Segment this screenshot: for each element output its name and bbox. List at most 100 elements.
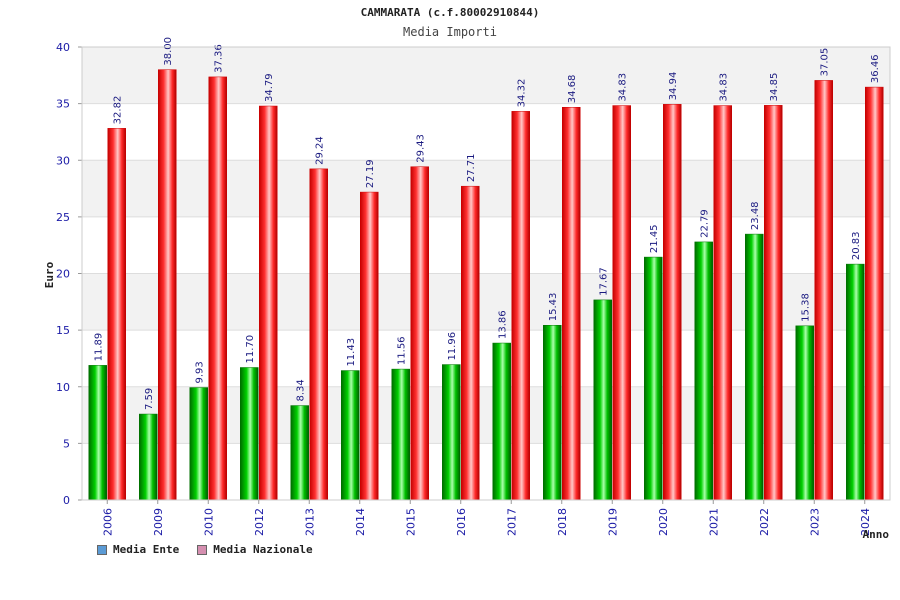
bar-media-nazionale [713,105,732,501]
bar-media-nazionale [309,168,328,501]
x-tick-label: 2024 [859,508,872,536]
bar-media-ente [745,233,764,501]
data-label-media-nazionale: 34.79 [264,73,275,102]
x-tick-label: 2021 [707,508,720,536]
chart-subtitle: Media Importi [403,25,497,39]
data-label-media-ente: 7.59 [144,388,155,410]
x-tick-label: 2010 [202,508,215,536]
data-label-media-ente: 15.43 [548,293,559,322]
bar-media-ente [88,365,107,501]
data-label-media-ente: 23.48 [750,201,761,230]
data-label-media-nazionale: 36.46 [870,54,881,83]
bar-media-nazionale [663,104,682,501]
data-label-media-nazionale: 38.00 [163,37,174,66]
data-label-media-ente: 13.86 [498,310,509,339]
y-tick-label: 15 [56,324,70,337]
y-tick-label: 40 [56,41,70,54]
bar-media-ente [644,256,663,501]
bar-media-ente [290,405,309,501]
bar-media-ente [341,370,360,501]
data-label-media-ente: 11.89 [94,333,105,362]
bar-media-ente [240,367,259,501]
bar-media-nazionale [410,166,429,501]
data-label-media-ente: 8.34 [296,379,307,401]
x-tick-label: 2012 [253,508,266,536]
data-label-media-nazionale: 34.85 [769,73,780,102]
data-label-media-ente: 20.83 [851,231,862,260]
data-label-media-ente: 17.67 [599,267,610,296]
bar-media-ente [543,325,562,501]
y-tick-label: 5 [63,437,70,450]
legend: Media Ente Media Nazionale [97,543,313,556]
data-label-media-ente: 11.70 [245,335,256,364]
data-label-media-nazionale: 34.68 [567,75,578,104]
bar-media-ente [139,413,158,501]
data-label-media-ente: 22.79 [700,209,711,238]
x-tick-label: 2015 [404,508,417,536]
bar-media-ente [846,263,865,501]
x-tick-label: 2018 [556,508,569,536]
bar-media-nazionale [865,86,884,501]
bar-media-nazionale [814,80,833,501]
y-tick-label: 25 [56,211,70,224]
data-label-media-ente: 11.56 [397,336,408,365]
bar-media-nazionale [764,105,783,501]
x-tick-label: 2013 [303,508,316,536]
y-tick-label: 35 [56,98,70,111]
data-label-media-ente: 9.93 [195,361,206,383]
data-label-media-nazionale: 34.83 [618,73,629,102]
bar-media-nazionale [562,106,581,501]
data-label-media-nazionale: 27.71 [466,154,477,183]
data-label-media-nazionale: 34.32 [517,79,528,108]
bar-media-ente [795,325,814,501]
bar-media-nazionale [107,128,126,501]
data-label-media-ente: 11.43 [346,338,357,367]
data-label-media-nazionale: 29.24 [315,136,326,165]
data-label-media-nazionale: 37.36 [214,44,225,73]
x-tick-label: 2017 [505,508,518,536]
data-label-media-nazionale: 34.94 [668,72,679,101]
plot-border [81,46,891,501]
bar-media-ente [391,368,410,501]
y-tick-label: 10 [56,381,70,394]
x-tick-label: 2023 [808,508,821,536]
bar-media-nazionale [259,105,278,501]
bar-media-nazionale [461,185,480,501]
bar-media-ente [593,299,612,501]
bar-media-nazionale [208,76,227,501]
y-tick-label: 20 [56,268,70,281]
x-tick-label: 2006 [101,508,114,536]
data-label-media-nazionale: 29.43 [416,134,427,163]
x-tick-label: 2016 [455,508,468,536]
bar-media-nazionale [612,105,631,501]
data-label-media-ente: 11.96 [447,332,458,361]
data-label-media-nazionale: 27.19 [365,159,376,188]
legend-swatch-media-ente [97,544,107,555]
x-tick-label: 2022 [758,508,771,536]
bar-media-nazionale [511,111,530,501]
data-label-media-nazionale: 37.05 [820,48,831,77]
legend-swatch-media-nazionale [197,544,208,555]
data-label-media-nazionale: 32.82 [113,96,124,125]
chart-title: CAMMARATA (c.f.80002910844) [360,6,540,19]
bar-media-ente [189,387,208,501]
bar-media-nazionale [360,191,379,501]
y-tick-label: 30 [56,154,70,167]
legend-label-media-ente: Media Ente [113,543,180,556]
legend-item-media-nazionale: Media Nazionale [197,543,313,556]
bar-media-ente [442,364,461,501]
legend-item-media-ente: Media Ente [97,543,179,556]
bar-media-ente [492,342,511,501]
x-axis-label: Anno [863,528,890,541]
x-tick-label: 2019 [606,508,619,536]
x-tick-label: 2014 [354,508,367,536]
bar-media-ente [694,241,713,501]
x-tick-label: 2009 [152,508,165,536]
y-axis-label: Euro [43,261,56,288]
x-tick-label: 2020 [657,508,670,536]
bar-media-nazionale [158,69,177,501]
legend-label-media-nazionale: Media Nazionale [213,543,313,556]
y-tick-label: 0 [63,494,70,507]
data-label-media-ente: 15.38 [801,293,812,322]
